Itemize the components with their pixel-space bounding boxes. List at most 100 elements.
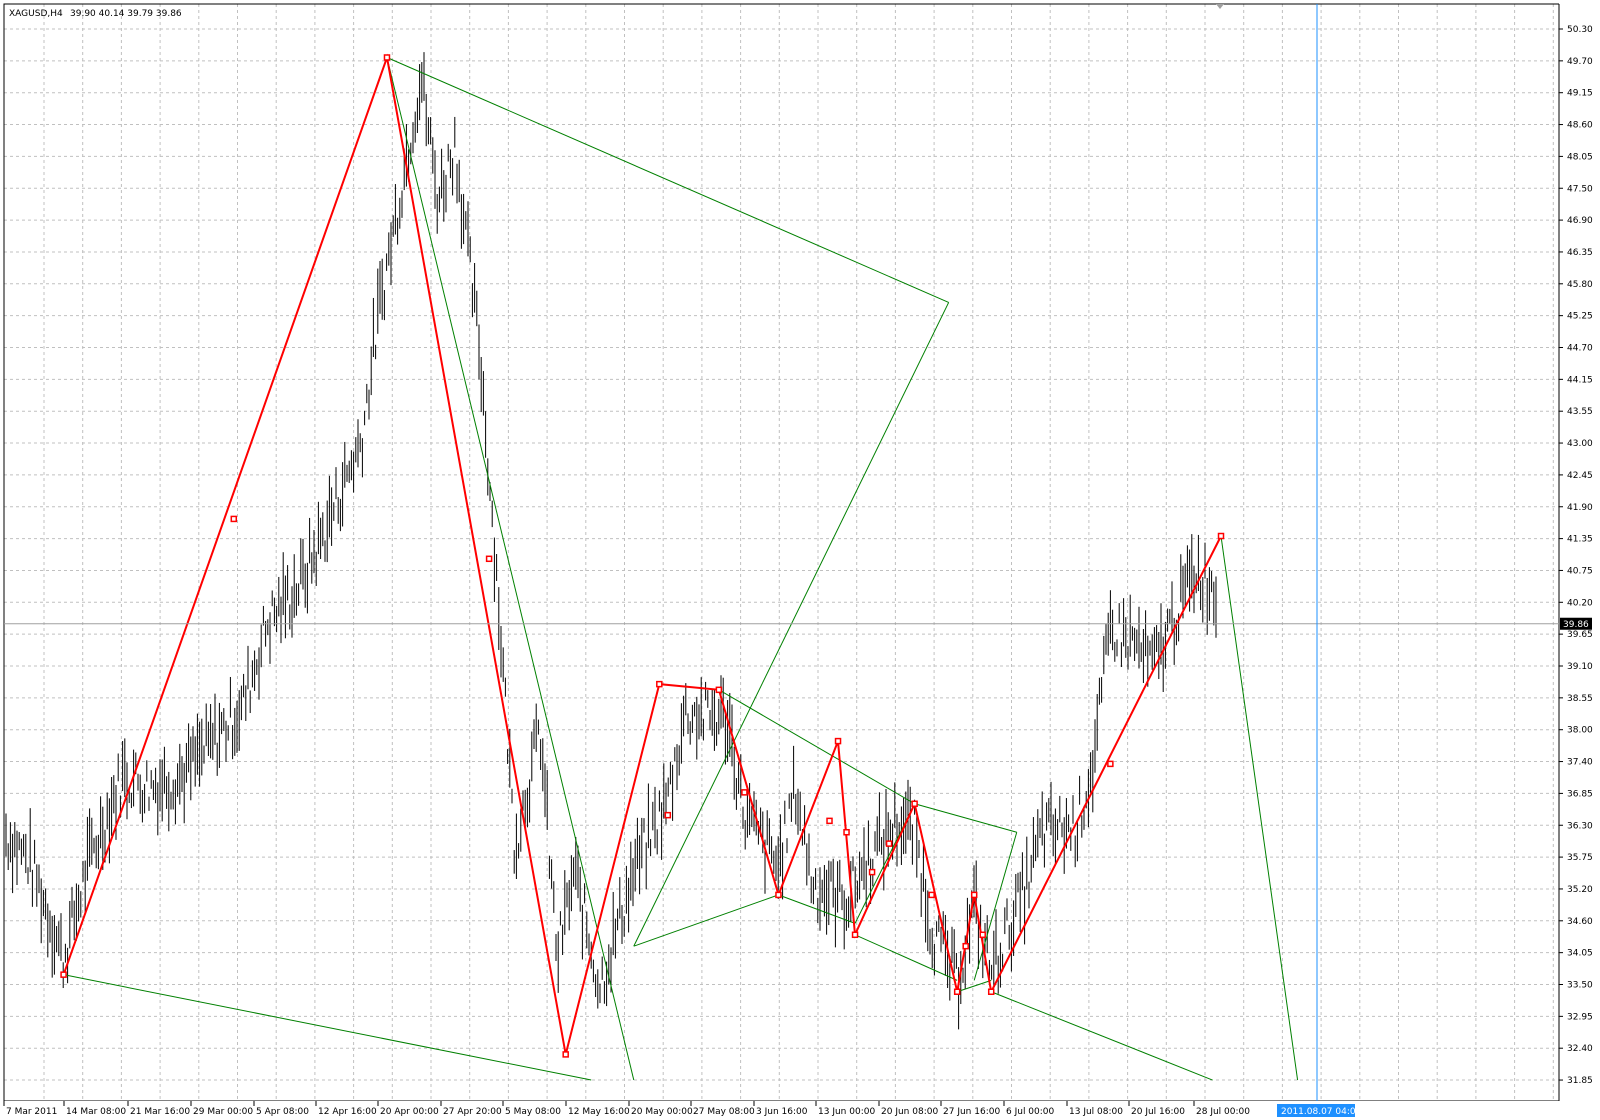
y-tick-label: 45.25 — [1567, 312, 1593, 322]
x-tick-label: 12 Apr 16:00 — [318, 1107, 377, 1117]
y-tick-label: 50.30 — [1567, 25, 1593, 35]
current-price-label: 39.86 — [1563, 620, 1589, 630]
y-tick-label: 39.65 — [1567, 630, 1593, 640]
x-tick-label: 13 Jul 08:00 — [1069, 1107, 1123, 1117]
y-tick-label: 47.50 — [1567, 184, 1593, 194]
zigzag-marker — [664, 811, 672, 819]
channel-line — [718, 689, 915, 805]
y-tick-label: 37.40 — [1567, 758, 1593, 768]
y-tick-label: 34.05 — [1567, 949, 1593, 959]
zigzag-marker — [1217, 532, 1225, 540]
channel-line — [633, 894, 779, 947]
zigzag-marker — [715, 686, 723, 694]
y-tick-label: 44.15 — [1567, 375, 1593, 385]
zigzag-marker — [851, 931, 859, 939]
channel-line — [973, 832, 1018, 981]
vline-date-label: 2011.08.07 04:00 — [1281, 1107, 1362, 1117]
channel-line — [991, 991, 1213, 1081]
y-tick-label: 35.75 — [1567, 853, 1593, 863]
x-tick-label: 12 May 16:00 — [568, 1107, 630, 1117]
y-tick-label: 41.35 — [1567, 535, 1593, 545]
y-tick-label: 49.70 — [1567, 57, 1593, 67]
zigzag-marker — [987, 988, 995, 996]
y-tick-label: 46.90 — [1567, 216, 1593, 226]
zigzag-marker — [741, 789, 748, 796]
channel-line — [957, 979, 992, 993]
y-tick-label: 38.00 — [1567, 726, 1593, 736]
zigzag-marker — [928, 891, 935, 899]
x-tick-label: 20 Jul 16:00 — [1131, 1107, 1185, 1117]
x-tick-label: 20 May 00:00 — [631, 1107, 693, 1117]
zigzag-marker — [885, 840, 893, 847]
zigzag-marker — [60, 971, 67, 978]
zigzag-marker — [1107, 760, 1114, 768]
y-tick-label: 31.85 — [1567, 1076, 1593, 1086]
zigzag-markers — [60, 54, 1225, 1058]
y-tick-label: 40.75 — [1567, 566, 1593, 576]
y-tick-label: 32.40 — [1567, 1044, 1593, 1054]
x-tick-label: 5 May 08:00 — [505, 1107, 561, 1117]
y-tick-label: 41.90 — [1567, 503, 1593, 513]
channel-line — [386, 57, 949, 303]
y-tick-label: 34.60 — [1567, 917, 1593, 927]
channel-line — [778, 894, 856, 924]
y-tick-label: 36.85 — [1567, 789, 1593, 799]
x-tick-label: 27 Apr 20:00 — [443, 1107, 502, 1117]
overlays: 39.86 2011.08.07 04:00 — [4, 4, 1592, 1117]
y-tick-label: 35.20 — [1567, 885, 1593, 895]
channel-line — [854, 934, 958, 981]
y-tick-label: 44.70 — [1567, 344, 1593, 354]
zigzag-marker — [953, 988, 961, 996]
zigzag-marker — [230, 515, 238, 523]
x-tick-label: 14 Mar 08:00 — [66, 1107, 126, 1117]
channel-line — [914, 803, 1017, 833]
grid — [4, 4, 1559, 1101]
price-bars — [5, 52, 1217, 1030]
chart-shift-icon — [1216, 4, 1224, 9]
channel-line — [63, 974, 592, 1081]
x-axis-panel — [0, 1101, 1600, 1120]
x-tick-label: 6 Jul 00:00 — [1006, 1107, 1055, 1117]
x-tick-label: 21 Mar 16:00 — [130, 1107, 190, 1117]
y-tick-label: 39.10 — [1567, 662, 1593, 672]
vline-date-tag — [1277, 1104, 1355, 1117]
y-tick-label: 40.20 — [1567, 598, 1593, 608]
y-tick-label: 32.95 — [1567, 1012, 1593, 1022]
y-tick-label: 49.15 — [1567, 89, 1593, 99]
zigzag-marker — [775, 891, 782, 899]
zigzag-marker — [562, 1051, 569, 1058]
x-tick-label: 28 Jul 00:00 — [1196, 1107, 1250, 1117]
y-tick-label: 36.30 — [1567, 821, 1593, 831]
y-tick-label: 33.50 — [1567, 981, 1593, 991]
channel-line — [386, 57, 635, 1081]
zigzag-marker — [826, 817, 833, 825]
x-tick-label: 3 Jun 16:00 — [756, 1107, 808, 1117]
zigzag-marker — [979, 931, 986, 939]
y-axis: 50.30 49.70 49.15 48.60 48.05 47.50 46.90 46.35… — [1558, 0, 1600, 1120]
y-tick-label: 43.00 — [1567, 439, 1593, 449]
zigzag-marker — [868, 868, 876, 876]
y-tick-label: 38.55 — [1567, 694, 1593, 704]
y-tick-label: 42.45 — [1567, 471, 1593, 481]
zigzag-marker — [962, 942, 969, 950]
zigzag-marker — [843, 828, 850, 836]
x-tick-label: 27 May 08:00 — [693, 1107, 755, 1117]
y-tick-label: 46.35 — [1567, 248, 1593, 258]
y-axis-panel — [1559, 0, 1600, 1120]
zigzag-marker — [970, 891, 978, 899]
y-tick-label: 48.60 — [1567, 121, 1593, 131]
channel-lines — [63, 57, 1299, 1081]
x-tick-label: 13 Jun 00:00 — [818, 1107, 875, 1117]
channel-line — [633, 302, 950, 947]
x-tick-label: 5 Apr 08:00 — [256, 1107, 309, 1117]
zigzag-marker — [383, 54, 391, 61]
zigzag-marker — [834, 737, 842, 745]
x-tick-label: 7 Mar 2011 — [6, 1107, 57, 1117]
zigzag-marker — [911, 800, 918, 808]
current-price-tag — [1560, 617, 1592, 630]
channel-line — [1220, 535, 1299, 1081]
chart-symbol: XAGUSD,H4 — [9, 9, 63, 19]
x-tick-label: 27 Jun 16:00 — [943, 1107, 1000, 1117]
